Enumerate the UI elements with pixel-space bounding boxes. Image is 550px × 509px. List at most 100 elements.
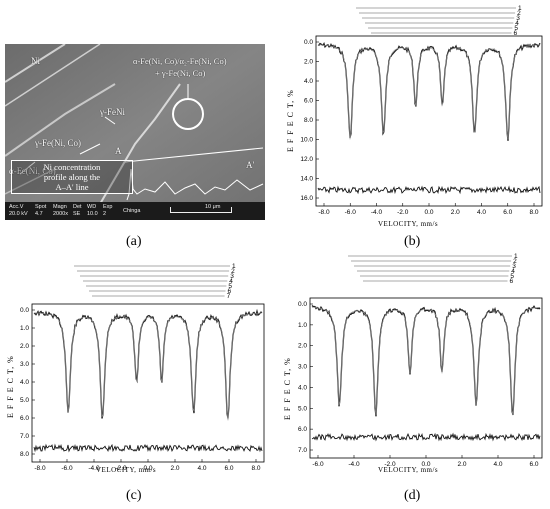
sem-micrograph: Ni α-Fe(Ni, Co)/α₂-Fe(Ni, Co) + γ-Fe(Ni,… — [5, 44, 265, 220]
y-tick-label: 3.0 — [20, 361, 29, 368]
x-tick-label: -2.0 — [115, 465, 127, 472]
info-value: 2 — [103, 211, 107, 217]
y-tick-label: 2.0 — [298, 343, 307, 350]
x-tick-label: -2.0 — [397, 209, 409, 216]
x-tick-label: 4.0 — [493, 461, 502, 468]
x-tick-label: -4.0 — [88, 465, 100, 472]
info-det: Det SE — [73, 204, 82, 218]
sem-label-alpha-alpha2: α-Fe(Ni, Co)/α₂-Fe(Ni, Co) — [133, 56, 227, 66]
x-tick-label: -8.0 — [318, 209, 330, 216]
component-number: 2 — [231, 268, 235, 275]
y-tick-label: 6.0 — [20, 415, 29, 422]
profile-line — [124, 147, 264, 163]
plot-frame — [315, 35, 543, 207]
spectrum-d: 0.0 1.0 2.0 3.0 4.0 5.0 6.0 7.0 -6.0 -4.0 -2.0 0.0 2… — [284, 252, 550, 488]
y-tick-label: 0.0 — [298, 301, 307, 308]
x-tick-label: 8.0 — [529, 209, 538, 216]
info-header: Magn — [53, 204, 67, 210]
y-tick-label: 0.0 — [20, 307, 29, 314]
x-tick-label: -6.0 — [312, 461, 324, 468]
sem-label-alpha-fe: α-Fe(Ni, Co) — [9, 166, 56, 176]
y-tick-label: 7.0 — [20, 433, 29, 440]
x-tick-label: -4.0 — [371, 209, 383, 216]
info-value: 10.0 — [87, 211, 98, 217]
x-tick-label: -6.0 — [345, 209, 357, 216]
spectrum-d-xlabel: VELOCITY, mm/s — [378, 466, 439, 474]
y-tick-label: 4.0 — [304, 78, 313, 85]
y-tick-label: 0.0 — [304, 39, 313, 46]
sem-info-bar: Acc.V 20.0 kV Spot 4.7 Magn 2000x Det SE… — [5, 202, 265, 220]
component-number: 4 — [515, 20, 519, 27]
y-tick-label: 6.0 — [304, 98, 313, 105]
spectrum-b-xlabel: VELOCITY, mm/s — [378, 220, 439, 228]
x-tick-label: 4.0 — [197, 465, 206, 472]
residual-curve — [311, 432, 541, 442]
x-tick-label: -2.0 — [384, 461, 396, 468]
spectrum-d-ylabel: E F F E C T, % — [283, 357, 292, 420]
info-header: Acc.V — [9, 204, 24, 210]
y-tick-label: 14.0 — [300, 176, 313, 183]
spectrum-b-plot: 0.02.04.06.08.010.012.014.016.0-8.0 -6.0-… — [300, 5, 543, 216]
spectrum-c-xlabel: VELOCITY, mm/s — [96, 466, 157, 474]
info-spot: Spot 4.7 — [35, 204, 46, 218]
info-value: 4.7 — [35, 211, 43, 217]
info-header: Exp — [103, 204, 113, 210]
sem-label-a-prime: A' — [246, 160, 255, 170]
residual-curve — [317, 185, 541, 195]
operator-name: Chinga — [123, 208, 141, 214]
sem-label-a: A — [115, 146, 122, 156]
component-number: 3 — [230, 273, 234, 280]
info-header: Det — [73, 204, 82, 210]
component-number: 4 — [511, 268, 515, 275]
component-number: 5 — [228, 283, 232, 290]
component-number: 6 — [514, 30, 518, 37]
component-number: 5 — [514, 25, 518, 32]
sem-texture — [5, 44, 265, 220]
info-magn: Magn 2000x — [53, 204, 68, 218]
info-header: WD — [87, 204, 97, 210]
component-number: 2 — [517, 10, 521, 17]
x-tick-label: -4.0 — [348, 461, 360, 468]
x-tick-label: 0.0 — [143, 465, 152, 472]
component-number: 1 — [518, 5, 522, 12]
x-tick-label: -8.0 — [34, 465, 46, 472]
info-value: SE — [73, 211, 81, 217]
y-tick-label: 7.0 — [298, 447, 307, 454]
y-tick-label: 1.0 — [20, 325, 29, 332]
info-operator: Chinga — [123, 208, 140, 215]
sem-label-gamma-feni: γ-FeNi — [100, 107, 125, 117]
ni-profile-note: Ni concentration profile along the A–A' … — [11, 160, 133, 194]
x-tick-label: -6.0 — [61, 465, 73, 472]
experimental-spectrum — [33, 308, 263, 419]
fit-envelope — [33, 312, 262, 421]
component-number: 7 — [227, 293, 231, 300]
x-tick-label: 6.0 — [224, 465, 233, 472]
component-number: 4 — [229, 278, 233, 285]
component-number: 1 — [232, 263, 236, 270]
component-number: 6 — [510, 278, 514, 285]
component-number: 6 — [228, 288, 232, 295]
fit-envelope — [318, 44, 540, 140]
x-tick-label: 0.0 — [424, 209, 433, 216]
y-tick-label: 8.0 — [20, 451, 29, 458]
component-number: 3 — [516, 15, 520, 22]
plot-frame — [309, 297, 543, 459]
y-tick-label: 3.0 — [298, 364, 307, 371]
ni-profile-note-line3: A–A' line — [55, 182, 89, 192]
sem-label-ni: Ni — [31, 56, 40, 66]
residual-curve — [33, 443, 263, 453]
x-tick-label: 8.0 — [251, 465, 260, 472]
x-tick-label: 6.0 — [503, 209, 512, 216]
y-tick-label: 6.0 — [298, 426, 307, 433]
component-number: 5 — [510, 273, 514, 280]
caption-d: (d) — [404, 488, 421, 503]
ni-profile-note-line2: profile along the — [43, 172, 101, 182]
caption-b: (b) — [404, 234, 421, 249]
caption-c: (c) — [126, 488, 142, 503]
spectrum-c-ylabel: E F F E C T, % — [6, 355, 15, 418]
y-tick-label: 16.0 — [300, 195, 313, 202]
info-wd: WD 10.0 — [87, 204, 98, 218]
fit-envelope — [311, 307, 541, 415]
info-accv: Acc.V 20.0 kV — [9, 204, 28, 218]
y-tick-label: 5.0 — [20, 397, 29, 404]
